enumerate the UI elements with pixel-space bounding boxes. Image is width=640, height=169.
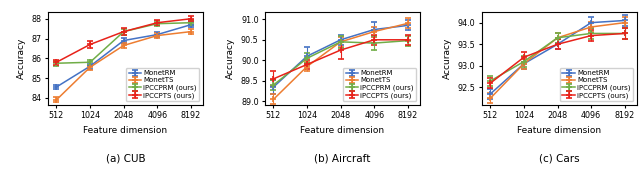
Y-axis label: Accuracy: Accuracy: [17, 38, 26, 79]
X-axis label: Feature dimension: Feature dimension: [300, 126, 385, 135]
Text: (b) Aircraft: (b) Aircraft: [314, 153, 371, 163]
Legend: MonetRM, MonetTS, iPCCPRM (ours), iPCCPTS (ours): MonetRM, MonetTS, iPCCPRM (ours), iPCCPT…: [126, 68, 200, 101]
Text: (a) CUB: (a) CUB: [106, 153, 145, 163]
X-axis label: Feature dimension: Feature dimension: [517, 126, 602, 135]
Text: (c) Cars: (c) Cars: [539, 153, 580, 163]
Legend: MonetRM, MonetTS, iPCCPRM (ours), iPCCPTS (ours): MonetRM, MonetTS, iPCCPRM (ours), iPCCPT…: [560, 68, 634, 101]
Legend: MonetRM, MonetTS, iPCCPRM (ours), iPCCPTS (ours): MonetRM, MonetTS, iPCCPRM (ours), iPCCPT…: [343, 68, 417, 101]
X-axis label: Feature dimension: Feature dimension: [83, 126, 168, 135]
Y-axis label: Accuracy: Accuracy: [227, 38, 236, 79]
Y-axis label: Accuracy: Accuracy: [443, 38, 452, 79]
